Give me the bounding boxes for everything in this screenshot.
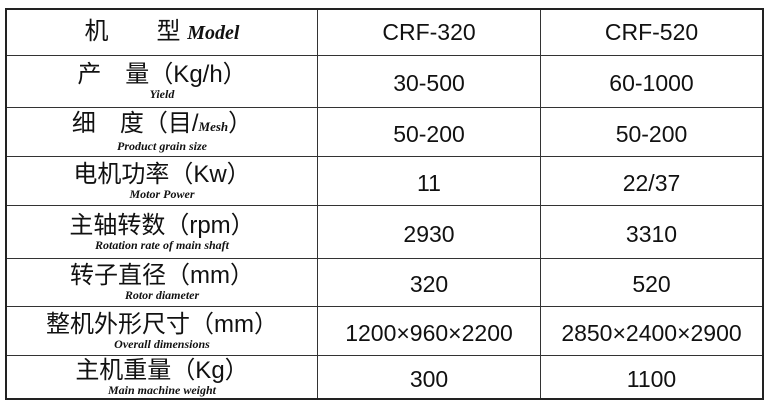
- label-cn: 电机功率: [73, 160, 170, 188]
- cell-value: 11: [417, 169, 441, 196]
- spec-table: 机 型 Model CRF-320 CRF-520 产 量（Kg/h） Yiel…: [5, 8, 764, 400]
- cell-value: 2930: [403, 220, 455, 247]
- model-label-cn: 机 型: [84, 18, 181, 45]
- table-cell: 320: [318, 259, 541, 307]
- table-cell: 30-500: [318, 56, 541, 108]
- model-label-en: Model: [187, 22, 240, 44]
- table-cell: 11: [318, 157, 541, 206]
- label-unit: （Kg）: [171, 356, 249, 384]
- label-en: Motor Power: [129, 186, 195, 201]
- label-en: Main machine weight: [107, 382, 217, 397]
- cell-value: 30-500: [393, 70, 465, 96]
- label-unit: （Kg/h）: [149, 61, 247, 88]
- cell-value: 520: [632, 271, 671, 297]
- row-label-motor-power: 电机功率（Kw） Motor Power: [7, 157, 318, 206]
- label-en: Rotor diameter: [124, 288, 200, 302]
- table-cell: 2850×2400×2900: [541, 307, 762, 356]
- cell-value: 300: [409, 365, 449, 392]
- label-unit: （rpm）: [165, 211, 255, 239]
- cell-value: 1200×960×2200: [345, 319, 513, 346]
- cell-value: 1100: [626, 365, 677, 392]
- label-unit: （mm）: [166, 262, 254, 289]
- label-cn: 整机外形尺寸: [46, 310, 190, 338]
- label-unit: （Kw）: [169, 160, 251, 188]
- label-en: Rotation rate of main shaft: [94, 237, 230, 252]
- table-cell: 22/37: [541, 157, 762, 206]
- table-cell: 3310: [541, 206, 762, 259]
- header-model-label: 机 型 Model: [7, 10, 318, 56]
- label-unit-close: ）: [228, 110, 253, 137]
- cell-value: 50-200: [393, 120, 465, 147]
- table-cell: 1200×960×2200: [318, 307, 541, 356]
- label-en: Overall dimensions: [114, 336, 210, 351]
- row-label-rotor-diameter: 转子直径（mm） Rotor diameter: [7, 259, 318, 307]
- table-cell: 300: [318, 356, 541, 398]
- label-cn: 细 度（目/: [71, 110, 199, 137]
- cell-value: 320: [409, 271, 449, 297]
- header-model-2: CRF-520: [541, 10, 762, 56]
- row-label-grain-size: 细 度（目/Mesh） Product grain size: [7, 108, 318, 157]
- table-cell: 50-200: [318, 108, 541, 157]
- label-cn: 主轴转数: [69, 211, 166, 239]
- table-cell: 520: [541, 259, 762, 307]
- table-cell: 2930: [318, 206, 541, 259]
- table-cell: 1100: [541, 356, 762, 398]
- row-label-rotation-rate: 主轴转数（rpm） Rotation rate of main shaft: [7, 206, 318, 259]
- cell-value: 2850×2400×2900: [561, 319, 742, 346]
- table-cell: 50-200: [541, 108, 762, 157]
- cell-value: 3310: [625, 220, 678, 247]
- model-name: CRF-520: [604, 19, 699, 45]
- cell-value: 22/37: [622, 169, 681, 196]
- model-name: CRF-320: [382, 19, 476, 45]
- row-label-yield: 产 量（Kg/h） Yield: [7, 56, 318, 108]
- cell-value: 60-1000: [609, 70, 694, 96]
- label-cn: 主机重量: [75, 356, 172, 384]
- label-unit-en: Mesh: [198, 119, 229, 134]
- label-unit: （mm）: [190, 310, 278, 338]
- label-cn: 产 量: [77, 61, 150, 88]
- table-cell: 60-1000: [541, 56, 762, 108]
- header-model-1: CRF-320: [318, 10, 541, 56]
- row-label-overall-dimensions: 整机外形尺寸（mm） Overall dimensions: [7, 307, 318, 356]
- label-en: Yield: [149, 87, 175, 101]
- label-en: Product grain size: [116, 139, 207, 153]
- label-cn: 转子直径: [70, 262, 166, 289]
- row-label-machine-weight: 主机重量（Kg） Main machine weight: [7, 356, 318, 398]
- cell-value: 50-200: [615, 120, 688, 147]
